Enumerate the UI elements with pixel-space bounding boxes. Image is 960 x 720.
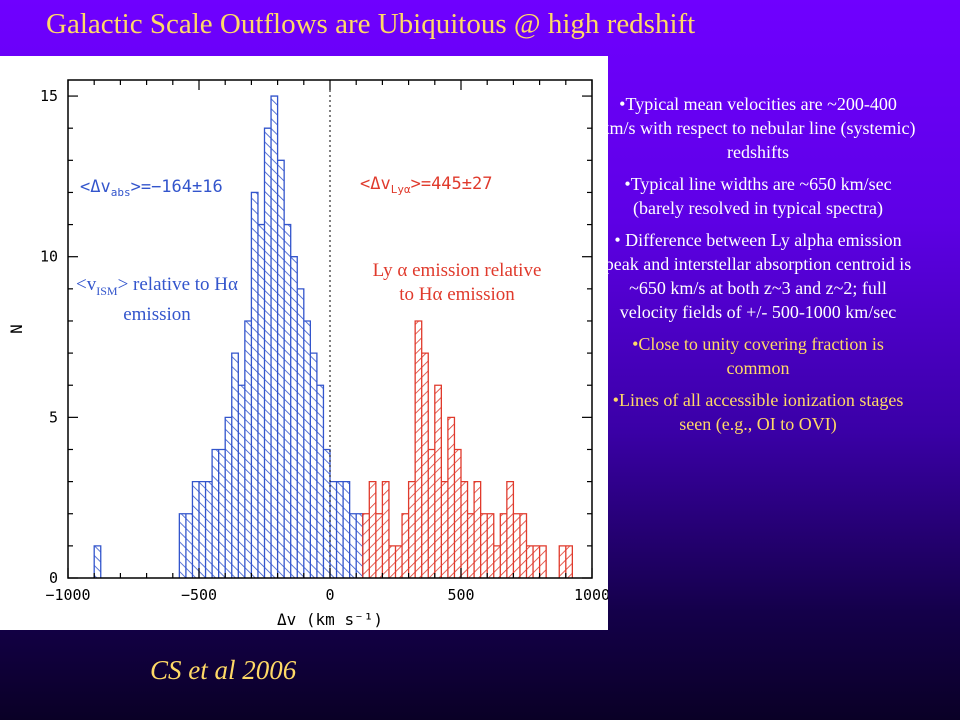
x-tick-label: 0: [325, 586, 334, 604]
bullet-item: • Difference between Ly alpha emission p…: [604, 230, 912, 322]
x-tick-label: 500: [447, 586, 474, 604]
lya-bar: [428, 449, 435, 578]
abs-bar: [225, 417, 232, 578]
bullet-item: •Typical line widths are ~650 km/sec (ba…: [624, 174, 892, 218]
lya-relative-note: Ly α emission relative to Hα emission: [372, 260, 542, 305]
lya-bar: [375, 513, 383, 578]
lya-bar: [369, 481, 376, 578]
abs-bar: [290, 256, 298, 578]
lya-bar: [461, 481, 468, 578]
lya-bar: [565, 545, 573, 578]
lya-bar: [500, 513, 507, 578]
abs-bar: [218, 449, 226, 578]
abs-bar: [238, 385, 245, 578]
lya-bar: [519, 513, 527, 578]
abs-bar: [343, 481, 350, 578]
x-axis-label: Δv (km s⁻¹): [277, 610, 383, 629]
y-tick-label: 15: [40, 87, 58, 105]
bullet-item: •Lines of all accessible ionization stag…: [612, 390, 904, 434]
y-tick-label: 5: [49, 408, 58, 426]
abs-outline: [93, 95, 364, 578]
lya-bar: [388, 545, 396, 578]
y-tick-label: 0: [49, 569, 58, 587]
abs-bar: [336, 481, 344, 578]
bullet-list: •Typical mean velocities are ~200-400 km…: [600, 92, 916, 444]
abs-bar: [303, 320, 311, 578]
abs-bar: [356, 513, 363, 578]
lya-bar: [506, 481, 514, 578]
abs-bar: [257, 224, 265, 579]
abs-bar: [349, 513, 357, 578]
x-tick-label: −500: [181, 586, 217, 604]
histogram-svg: −1000 −500 0 500 1000 0 5 10 15 Δv (km s⁻¹) N <Δvab…: [7, 79, 608, 629]
abs-bar: [316, 385, 324, 578]
abs-bar: [264, 128, 272, 578]
abs-bar: [212, 449, 219, 578]
lya-bar: [434, 385, 442, 578]
slide-title: Galactic Scale Outflows are Ubiquitous @…: [46, 8, 696, 40]
abs-bar: [192, 481, 199, 578]
lya-bar: [415, 320, 422, 578]
lya-bar: [447, 417, 455, 578]
lya-bar: [467, 513, 475, 578]
bullet-item: •Close to unity covering fraction is com…: [632, 334, 884, 378]
lya-bar: [493, 545, 501, 578]
x-tick-label: −1000: [45, 586, 90, 604]
lya-bar: [402, 513, 409, 578]
lya-bar: [526, 545, 534, 578]
histogram-chart: −1000 −500 0 500 1000 0 5 10 15 Δv (km s⁻¹) N <Δvab…: [0, 56, 608, 630]
x-tick-label: 1000: [574, 586, 608, 604]
abs-bar: [251, 192, 258, 579]
abs-bar: [277, 160, 285, 578]
lya-outline: [362, 320, 573, 578]
lya-bar: [408, 481, 416, 578]
abs-bar: [244, 320, 252, 578]
abs-bar: [271, 96, 278, 578]
abs-bar: [231, 353, 239, 578]
lya-bar: [474, 481, 481, 578]
abs-bar: [205, 481, 213, 578]
y-tick-label: 10: [40, 248, 58, 266]
abs-bar: [199, 481, 206, 578]
abs-bar: [310, 353, 317, 578]
lya-bar: [480, 513, 488, 578]
lya-bar: [487, 513, 494, 578]
abs-bar: [297, 288, 304, 578]
abs-bar: [179, 513, 186, 578]
abs-bar: [284, 224, 291, 579]
abs-mean-stat: <Δvabs>=−164±16: [80, 177, 223, 199]
citation: CS et al 2006: [150, 655, 297, 685]
y-axis-label: N: [7, 324, 26, 334]
lya-bar: [421, 353, 429, 578]
ism-relative-note: <vISM> relative to Hα emission: [76, 274, 238, 325]
lya-bar: [441, 481, 448, 578]
lya-mean-stat: <ΔvLyα>=445±27: [360, 174, 492, 196]
lya-bar: [454, 449, 461, 578]
abs-bar: [185, 513, 193, 578]
lya-bar: [559, 545, 566, 578]
lya-bar: [513, 513, 520, 578]
lya-bar: [362, 513, 370, 578]
lya-bar: [533, 545, 540, 578]
abs-bar: [330, 481, 337, 578]
lya-bar: [382, 481, 389, 578]
abs-bar: [323, 449, 330, 578]
lya-bar: [395, 545, 403, 578]
abs-bar: [94, 545, 101, 578]
lya-bar: [539, 545, 547, 578]
bullet-item: •Typical mean velocities are ~200-400 km…: [600, 94, 916, 162]
